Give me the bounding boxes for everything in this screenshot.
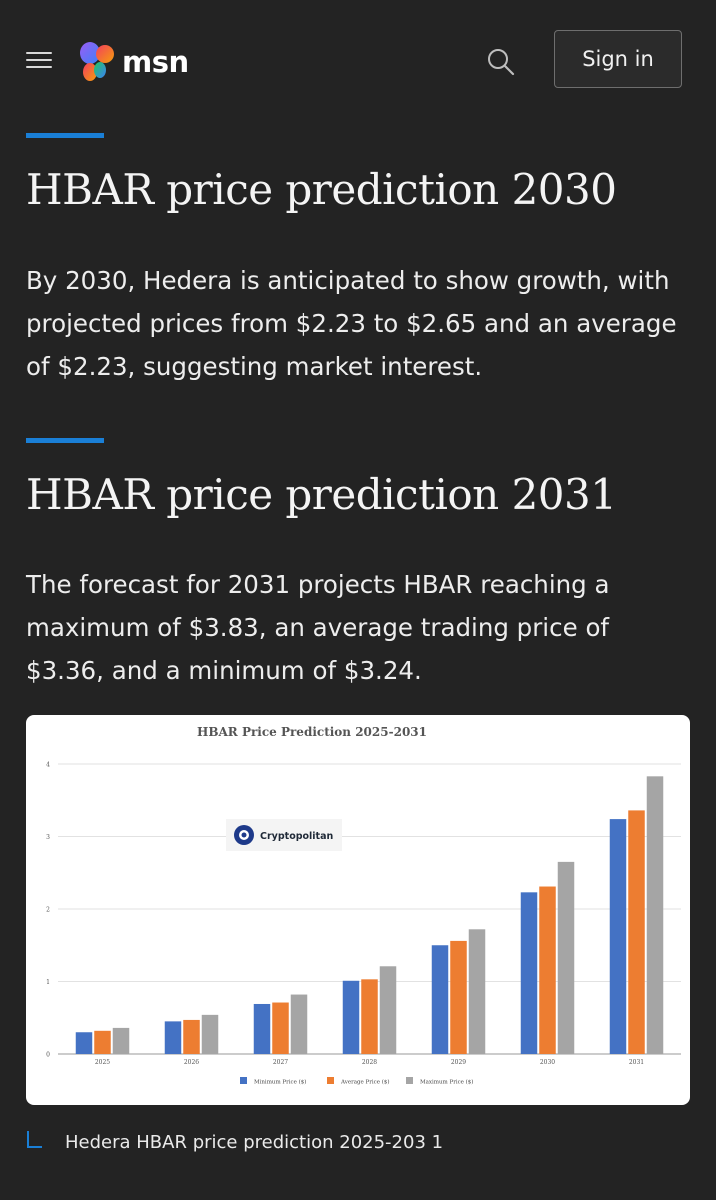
- bar-max-2029: [468, 929, 486, 1054]
- legend-swatch: [240, 1077, 247, 1084]
- section-accent-bar: [26, 133, 104, 138]
- section-paragraph: The forecast for 2031 projects HBAR reac…: [26, 570, 610, 685]
- watermark-text: Cryptopolitan: [260, 831, 334, 842]
- legend-swatch: [406, 1077, 413, 1084]
- x-tick-label: 2028: [362, 1059, 377, 1066]
- cryptopolitan-watermark: Cryptopolitan: [226, 819, 342, 851]
- section-accent-bar: [26, 438, 104, 443]
- bar-chart: HBAR Price Prediction 2025-2031 0 1 2 3 4 20…: [46, 725, 681, 1086]
- top-bar: msn Sign in: [0, 0, 716, 120]
- y-tick-label: 1: [46, 979, 50, 986]
- bar-avg-2025: [94, 1030, 111, 1054]
- bar-min-2028: [342, 980, 360, 1054]
- bar-min-2030: [520, 892, 538, 1054]
- bar-avg-2026: [183, 1019, 200, 1054]
- bar-max-2031: [646, 776, 664, 1054]
- hamburger-menu-icon[interactable]: [26, 52, 52, 70]
- x-tick-label: 2031: [629, 1059, 644, 1066]
- y-tick-label: 4: [46, 762, 50, 769]
- bar-avg-2028: [361, 979, 378, 1054]
- bar-min-2026: [164, 1021, 182, 1054]
- bar-min-2029: [431, 945, 449, 1054]
- x-tick-label: 2027: [273, 1059, 288, 1066]
- bar-avg-2030: [539, 886, 556, 1054]
- x-tick-label: 2026: [184, 1059, 199, 1066]
- search-icon[interactable]: [486, 47, 516, 77]
- bar-max-2028: [379, 966, 397, 1054]
- section-paragraph: By 2030, Hedera is anticipated to show g…: [26, 266, 677, 381]
- bar-max-2026: [201, 1014, 219, 1054]
- chart-card[interactable]: HBAR Price Prediction 2025-2031 0 1 2 3 4 20…: [26, 715, 690, 1105]
- y-tick-label: 3: [46, 834, 50, 841]
- bar-min-2031: [609, 819, 627, 1054]
- bar-avg-2031: [628, 810, 645, 1054]
- bar-max-2027: [290, 994, 308, 1054]
- x-tick-label: 2030: [540, 1059, 555, 1066]
- section-heading: HBAR price prediction 2030: [26, 165, 617, 214]
- bar-min-2025: [75, 1032, 93, 1054]
- legend-label: Average Price ($): [340, 1079, 390, 1086]
- x-tick-label: 2025: [95, 1059, 110, 1066]
- bar-max-2030: [557, 861, 575, 1054]
- corner-bracket-icon: [27, 1131, 42, 1148]
- msn-logo[interactable]: msn: [78, 40, 189, 84]
- bar-avg-2029: [450, 940, 467, 1054]
- sign-in-button[interactable]: Sign in: [554, 30, 682, 88]
- section-heading: HBAR price prediction 2031: [26, 470, 617, 519]
- y-tick-label: 2: [46, 907, 50, 914]
- logo-text: msn: [122, 45, 189, 79]
- legend-label: Maximum Price ($): [420, 1079, 473, 1086]
- legend-swatch: [327, 1077, 334, 1084]
- bar-min-2027: [253, 1003, 271, 1054]
- bar-avg-2027: [272, 1002, 289, 1054]
- chart-title: HBAR Price Prediction 2025-2031: [197, 725, 427, 739]
- y-tick-label: 0: [46, 1052, 50, 1059]
- bar-max-2025: [112, 1027, 130, 1054]
- msn-butterfly-logo-icon: [80, 42, 114, 81]
- image-caption: Hedera HBAR price prediction 2025-203 1: [65, 1132, 444, 1153]
- x-tick-label: 2029: [451, 1059, 466, 1066]
- legend-label: Minimum Price ($): [254, 1079, 306, 1086]
